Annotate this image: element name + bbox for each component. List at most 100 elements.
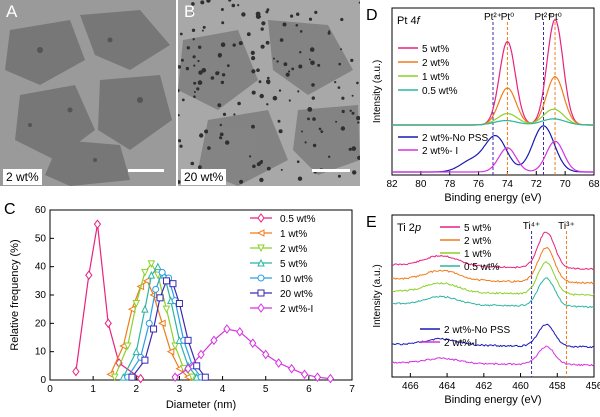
plot-frame <box>391 214 595 378</box>
data-point <box>162 277 170 285</box>
pt-nanoparticle <box>340 126 346 131</box>
data-point <box>223 324 231 334</box>
pt-nanoparticle <box>221 73 226 77</box>
pt-nanoparticle <box>285 72 290 77</box>
series-6: 2 wt%-I <box>171 303 335 384</box>
data-point <box>72 366 80 377</box>
data-point <box>256 229 265 237</box>
pt-nanoparticle <box>312 117 316 121</box>
pt-nanoparticle <box>297 176 303 181</box>
data-point <box>262 349 270 360</box>
x-axis-label: Diameter (nm) <box>166 399 236 411</box>
data-point <box>156 294 164 302</box>
pt-nanoparticle <box>266 8 270 12</box>
data-point <box>171 372 179 383</box>
data-point <box>257 274 265 282</box>
pt-nanoparticle <box>357 121 360 124</box>
series-line <box>114 262 193 378</box>
pt-nanoparticle <box>198 70 203 75</box>
pt-nanoparticle <box>334 81 337 84</box>
series-5: 20 wt% <box>128 277 313 381</box>
legend-label: 20 wt% <box>280 289 313 300</box>
scale-bar <box>128 169 164 172</box>
pt-nanoparticle <box>250 50 255 56</box>
pt-nanoparticle <box>351 146 357 151</box>
data-point <box>175 300 183 307</box>
data-point <box>136 373 145 384</box>
spectrum-line <box>391 345 595 367</box>
pt-nanoparticle <box>327 31 331 35</box>
pt-nanoparticle <box>261 21 266 26</box>
pt-nanoparticle <box>295 24 299 27</box>
y-tick-label: 50 <box>35 233 47 244</box>
data-point <box>162 305 171 314</box>
legend-label: 2 wt%-No PSS <box>444 325 510 336</box>
reference-label: Pt²⁺ <box>484 12 502 23</box>
pt-nanoparticle <box>220 42 226 47</box>
pt-nanoparticle <box>192 38 195 41</box>
pt-nanoparticle <box>252 164 256 169</box>
data-point <box>158 268 166 276</box>
legend-label: 1 wt% <box>280 229 307 240</box>
data-point <box>236 327 244 337</box>
data-point <box>145 319 153 327</box>
pt-nanoparticle <box>310 60 315 66</box>
data-point <box>128 373 136 381</box>
pt-nanoparticle <box>260 159 263 163</box>
series-line <box>75 224 141 380</box>
pt-nanoparticle <box>341 96 345 100</box>
spectrum-line <box>392 118 594 126</box>
legend-label: 2 wt% <box>280 244 307 255</box>
pt-nanoparticle <box>279 38 284 42</box>
data-point <box>158 319 166 328</box>
panel-letter: C <box>4 201 16 218</box>
pt-nanoparticle <box>259 93 264 99</box>
pt-nanoparticle <box>296 160 300 163</box>
pt-nanoparticle <box>338 62 341 66</box>
pt-nanoparticle <box>256 162 261 167</box>
series-line <box>127 271 202 378</box>
spectrum-line <box>391 231 595 270</box>
data-point <box>188 373 197 382</box>
tem-image-b-texture <box>178 0 360 186</box>
pt-nanoparticle <box>220 80 225 85</box>
y-tick-label: 30 <box>35 290 47 301</box>
data-point <box>104 318 112 329</box>
pt-nanoparticle <box>185 66 190 71</box>
pt-nanoparticle <box>233 113 236 116</box>
data-point <box>169 280 177 288</box>
pt-nanoparticle <box>237 101 241 106</box>
panel-title: Pt 4f <box>397 15 421 27</box>
data-point <box>166 347 175 356</box>
pt-nanoparticle <box>178 139 182 143</box>
pt-nanoparticle <box>251 56 256 61</box>
y-axis-label: Intensity (a.u.) <box>372 60 383 123</box>
tem-image-b: B 20 wt% <box>178 0 360 186</box>
pt-nanoparticle <box>296 12 300 16</box>
pt-nanoparticle <box>251 124 255 129</box>
data-point <box>249 338 257 349</box>
pt4f-xps-chart: D Pt 4f 82 80 78 76 74 72 70 68 Binding energy (eV… <box>366 7 600 204</box>
data-point <box>257 213 265 223</box>
pt-nanoparticle <box>197 59 200 63</box>
pt-nanoparticle <box>193 64 196 67</box>
pt-nanoparticle <box>255 11 261 17</box>
pt-nanoparticle <box>192 55 196 59</box>
pt-nanoparticle <box>231 3 236 8</box>
legend-label: 10 wt% <box>280 274 313 285</box>
data-point <box>132 300 141 308</box>
series-1: 1 wt% <box>106 229 307 381</box>
data-point <box>201 373 209 381</box>
pt-nanoparticle <box>311 96 315 100</box>
pt-nanoparticle <box>351 111 355 115</box>
legend-label: 1 wt% <box>422 72 449 83</box>
pt-nanoparticle <box>304 141 307 144</box>
pt-nanoparticle <box>218 54 222 58</box>
pt-nanoparticle <box>337 86 341 89</box>
legend-label: 0.5 wt% <box>280 214 316 225</box>
pt-nanoparticle <box>179 32 183 36</box>
x-tick-label: 456 <box>586 381 600 392</box>
pt-nanoparticle <box>272 95 278 101</box>
reference-label: Pt⁰ <box>501 12 514 23</box>
pt-nanoparticle <box>290 14 294 18</box>
